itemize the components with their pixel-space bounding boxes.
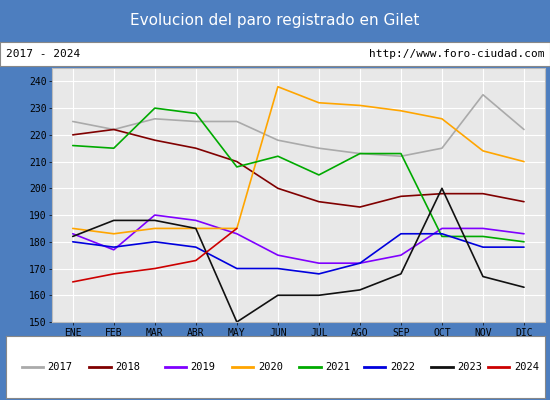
Text: 2022: 2022 [390,362,415,372]
Text: 2021: 2021 [325,362,350,372]
Text: 2019: 2019 [190,362,216,372]
Text: 2018: 2018 [115,362,140,372]
Text: 2023: 2023 [457,362,482,372]
Text: 2017: 2017 [47,362,73,372]
Text: 2017 - 2024: 2017 - 2024 [6,49,80,59]
Text: 2020: 2020 [258,362,283,372]
Text: Evolucion del paro registrado en Gilet: Evolucion del paro registrado en Gilet [130,14,420,28]
Text: 2024: 2024 [514,362,539,372]
Text: http://www.foro-ciudad.com: http://www.foro-ciudad.com [369,49,544,59]
